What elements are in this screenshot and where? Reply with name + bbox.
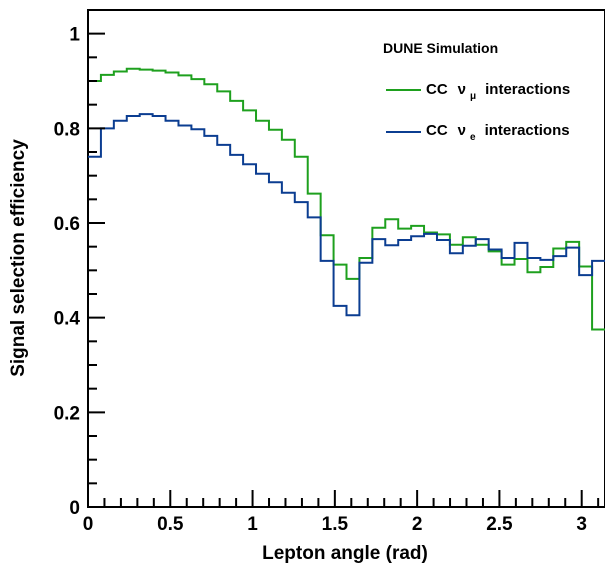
- series-layer: [88, 67, 605, 331]
- x-axis-title: Lepton angle (rad): [262, 543, 428, 564]
- y-tick-label: 0: [69, 498, 80, 519]
- legend-suffix-nue: interactions: [485, 122, 570, 139]
- legend-sub-numu: μ: [470, 91, 476, 102]
- x-tick-label: 0.5: [157, 514, 184, 535]
- x-tick-label: 2.5: [486, 514, 513, 535]
- x-tick-label: 1.5: [322, 514, 349, 535]
- plot-frame: [87, 9, 605, 508]
- legend-sub-nue: e: [470, 132, 476, 143]
- legend-name-numu: CC: [426, 81, 448, 98]
- x-tick-label: 2: [412, 514, 423, 535]
- legend-symbol-nue: ν: [458, 122, 466, 139]
- legend-name-nue: CC: [426, 122, 448, 139]
- legend-label-nue: CC ν e interactions: [426, 122, 570, 144]
- x-tick-label: 1: [247, 514, 258, 535]
- y-axis-title: Signal selection efficiency: [8, 139, 29, 377]
- legend-suffix-numu: interactions: [485, 81, 570, 98]
- axis-layer: 0 0.5 1 1.5 2 2.5 3 0 0.2 0.4 0.6 0.8 1: [54, 25, 600, 535]
- annotation-text: DUNE Simulation: [383, 40, 498, 56]
- y-tick-label: 0.8: [54, 119, 80, 140]
- legend-entry-nue: CC ν e interactions: [386, 122, 570, 144]
- y-tick-label: 0.6: [54, 214, 80, 235]
- legend-entry-numu: CC ν μ interactions: [386, 81, 570, 103]
- legend-symbol-numu: ν: [458, 81, 466, 98]
- x-tick-label: 0: [83, 514, 94, 535]
- legend: CC ν μ interactions CC ν e interactions: [386, 81, 570, 144]
- y-tick-label: 0.2: [54, 403, 80, 424]
- series-numu-line: [88, 67, 605, 331]
- y-tick-label: 1: [69, 25, 80, 46]
- legend-label-numu: CC ν μ interactions: [426, 81, 570, 103]
- x-tick-label: 3: [576, 514, 587, 535]
- series-nue-line: [88, 113, 605, 317]
- y-tick-label: 0.4: [54, 309, 81, 330]
